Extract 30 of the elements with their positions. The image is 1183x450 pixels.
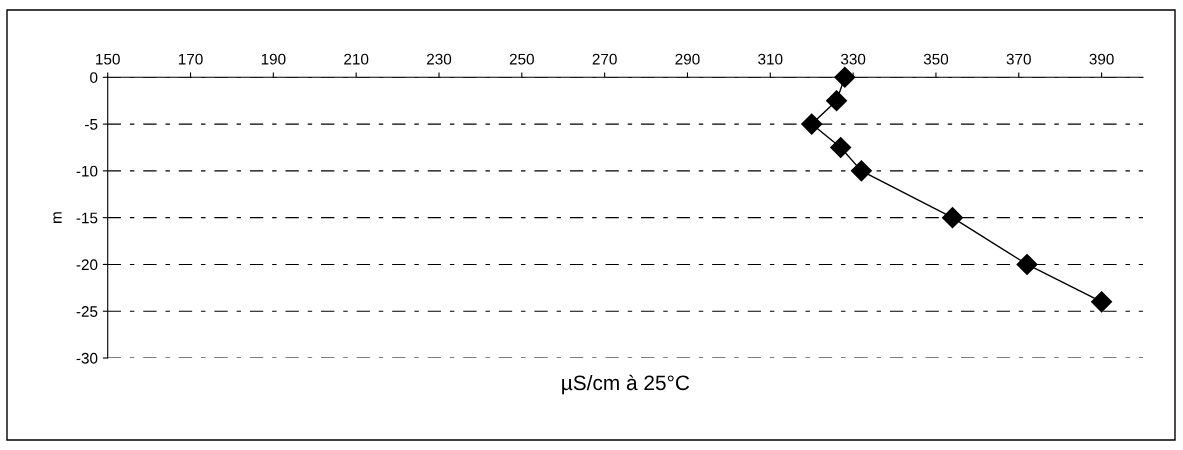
x-tick-label: 170 xyxy=(178,53,203,65)
x-tick-label: 150 xyxy=(96,53,120,65)
point xyxy=(801,113,823,135)
x-tick-label: 390 xyxy=(1089,53,1114,65)
point xyxy=(826,90,848,112)
y-tick-label: -10 xyxy=(76,165,98,177)
x-tick-label: 350 xyxy=(923,53,949,65)
y-tick-label: -15 xyxy=(76,212,98,224)
x-tick-label: 310 xyxy=(758,53,783,65)
x-tick-label: 230 xyxy=(427,53,452,65)
x-tick-label: 290 xyxy=(675,53,700,65)
x-tick-label: 270 xyxy=(592,53,617,65)
x-tick-label: 330 xyxy=(840,53,866,65)
x-tick-label: 370 xyxy=(1006,53,1031,65)
point xyxy=(1016,253,1038,275)
x-tick-label: 190 xyxy=(261,53,286,65)
y-tick-label: 0 xyxy=(90,72,98,83)
point xyxy=(850,160,872,182)
y-tick-label: -30 xyxy=(76,352,98,364)
y-tick-label: -5 xyxy=(85,119,98,130)
y-tick-label: -20 xyxy=(76,259,98,271)
point xyxy=(834,66,856,88)
y-tick-label: -25 xyxy=(76,306,98,317)
point xyxy=(941,207,964,229)
point xyxy=(830,136,852,158)
x-tick-label: 210 xyxy=(344,53,369,65)
point xyxy=(1091,291,1113,313)
x-tick-label: 250 xyxy=(509,53,534,65)
x-axis-title: µS/cm à 25°C xyxy=(562,374,690,395)
y-axis-title: m xyxy=(53,212,62,223)
